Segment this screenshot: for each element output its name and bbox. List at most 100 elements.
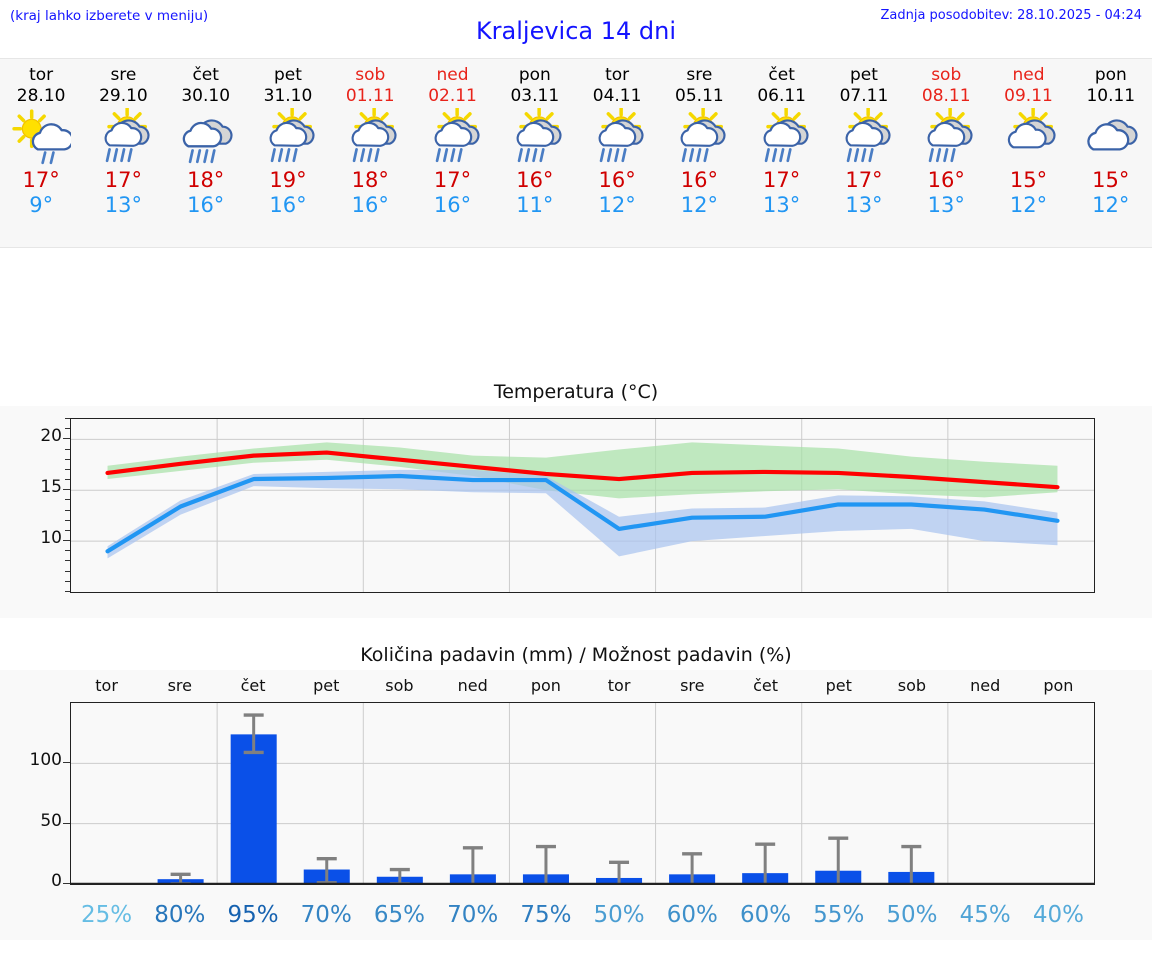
temperature-y-minor-tick xyxy=(65,529,70,531)
temperature-y-tick xyxy=(63,540,70,542)
precipitation-day-label: pon xyxy=(1043,676,1074,695)
day-temp-min: 16° xyxy=(433,193,472,217)
precipitation-day-label: sob xyxy=(897,676,927,695)
forecast-day[interactable]: ned 09.11 15° 12° xyxy=(987,59,1069,247)
day-date: 02.11 xyxy=(428,86,477,106)
precipitation-probability: 70% xyxy=(300,902,352,928)
forecast-day[interactable]: pet 07.11 17° 13° xyxy=(823,59,905,247)
forecast-strip: tor 28.10 17° 9° sre 29.10 17° 13° čet 30.10 18° 16… xyxy=(0,58,1152,248)
precipitation-probability: 45% xyxy=(959,902,1011,928)
day-temp-max: 16° xyxy=(680,168,718,192)
precipitation-probability: 40% xyxy=(1032,902,1084,928)
precipitation-y-tick xyxy=(63,822,70,824)
precipitation-probability: 50% xyxy=(886,902,938,928)
temperature-y-minor-tick xyxy=(65,499,70,501)
day-date: 31.10 xyxy=(263,86,313,106)
weather-icon-sun-cloud-rain xyxy=(763,108,809,163)
day-temp-max: 16° xyxy=(598,168,636,192)
day-name: čet xyxy=(768,65,795,85)
last-updated: Zadnja posodobitev: 28.10.2025 - 04:24 xyxy=(880,8,1142,23)
precipitation-day-label: ned xyxy=(457,676,488,695)
temperature-y-minor-tick xyxy=(65,519,70,521)
day-date: 28.10 xyxy=(16,86,66,106)
precipitation-probability: 60% xyxy=(739,902,792,928)
temperature-y-minor-tick xyxy=(65,458,70,460)
day-temp-min: 11° xyxy=(516,193,554,217)
day-date: 09.11 xyxy=(1004,86,1053,106)
day-weather-icon xyxy=(176,108,236,166)
day-date: 04.11 xyxy=(592,86,642,106)
day-weather-icon xyxy=(999,108,1059,166)
forecast-day[interactable]: čet 30.10 18° 16° xyxy=(165,59,247,247)
day-temp-max: 16° xyxy=(927,168,965,192)
day-temp-min: 12° xyxy=(598,193,636,217)
day-weather-icon xyxy=(93,108,153,166)
temperature-chart-title: Temperatura (°C) xyxy=(0,378,1152,406)
page-title: Kraljevica 14 dni xyxy=(475,17,677,45)
precipitation-probability: 50% xyxy=(593,902,645,928)
weather-icon-sun-cloud-rain xyxy=(434,108,480,163)
forecast-day[interactable]: sre 29.10 17° 13° xyxy=(82,59,164,247)
forecast-day[interactable]: pon 10.11 15° 12° xyxy=(1070,59,1152,247)
day-name: čet xyxy=(192,65,219,85)
weather-icon-sun-cloud-rain xyxy=(681,108,726,163)
forecast-day[interactable]: sob 01.11 18° 16° xyxy=(329,59,411,247)
temperature-y-minor-tick xyxy=(65,509,70,511)
day-date: 01.11 xyxy=(345,86,395,106)
precipitation-chart: Količina padavin (mm) / Možnost padavin … xyxy=(0,640,1152,940)
forecast-day[interactable]: ned 02.11 17° 16° xyxy=(411,59,493,247)
precipitation-y-tick xyxy=(63,762,70,764)
precipitation-probability: 75% xyxy=(520,902,572,928)
day-weather-icon xyxy=(423,108,483,166)
temperature-y-minor-tick xyxy=(65,550,70,552)
temperature-y-tick xyxy=(63,489,70,491)
precipitation-day-label: sob xyxy=(385,676,414,695)
forecast-day[interactable]: sre 05.11 16° 12° xyxy=(658,59,740,247)
weather-icon-sun-cloud-rain xyxy=(351,108,397,163)
temperature-y-tick-label: 10 xyxy=(40,528,62,549)
forecast-day[interactable]: pon 03.11 16° 11° xyxy=(494,59,576,247)
day-temp-max: 15° xyxy=(1009,168,1048,192)
forecast-day[interactable]: sob 08.11 16° 13° xyxy=(905,59,987,247)
day-weather-icon xyxy=(1081,108,1141,166)
precipitation-day-label: tor xyxy=(607,676,631,695)
day-name: sob xyxy=(931,65,962,85)
day-temp-min: 13° xyxy=(927,193,965,217)
day-name: pet xyxy=(274,65,302,85)
temperature-y-minor-tick xyxy=(65,479,70,481)
temperature-y-minor-tick xyxy=(65,418,70,419)
day-name: pet xyxy=(849,65,878,85)
weather-icon-overcast xyxy=(1087,119,1138,151)
temperature-plot-area xyxy=(70,418,1095,593)
day-name: sre xyxy=(686,65,713,85)
precipitation-bar xyxy=(230,734,277,884)
precipitation-probability: 80% xyxy=(154,902,206,928)
forecast-day[interactable]: tor 04.11 16° 12° xyxy=(576,59,658,247)
day-temp-min: 13° xyxy=(845,193,883,217)
day-date: 06.11 xyxy=(757,86,806,106)
day-temp-max: 19° xyxy=(269,168,307,192)
temperature-y-tick xyxy=(63,438,70,440)
weather-icon-sun-cloud-rain xyxy=(105,108,150,163)
day-weather-icon xyxy=(340,108,400,166)
forecast-days-row: tor 28.10 17° 9° sre 29.10 17° 13° čet 30.10 18° 16… xyxy=(0,59,1152,247)
temperature-y-minor-tick xyxy=(65,468,70,470)
precipitation-probability: 25% xyxy=(81,902,133,928)
weather-icon-sun-cloud-rain xyxy=(845,108,891,163)
day-temp-min: 16° xyxy=(269,193,307,217)
forecast-day[interactable]: tor 28.10 17° 9° xyxy=(0,59,82,247)
day-name: tor xyxy=(29,65,54,85)
day-temp-max: 17° xyxy=(104,168,143,192)
precipitation-day-label: ned xyxy=(970,676,1001,695)
day-date: 10.11 xyxy=(1086,86,1136,106)
day-name: pon xyxy=(1094,65,1127,85)
precipitation-day-label: čet xyxy=(753,676,778,695)
temperature-y-minor-tick xyxy=(65,591,70,592)
precipitation-probability: 65% xyxy=(373,902,425,928)
day-weather-icon xyxy=(258,108,318,166)
day-name: sob xyxy=(355,65,386,85)
forecast-day[interactable]: pet 31.10 19° 16° xyxy=(247,59,329,247)
day-weather-icon xyxy=(752,108,812,166)
day-temp-max: 16° xyxy=(516,168,554,192)
forecast-day[interactable]: čet 06.11 17° 13° xyxy=(741,59,823,247)
